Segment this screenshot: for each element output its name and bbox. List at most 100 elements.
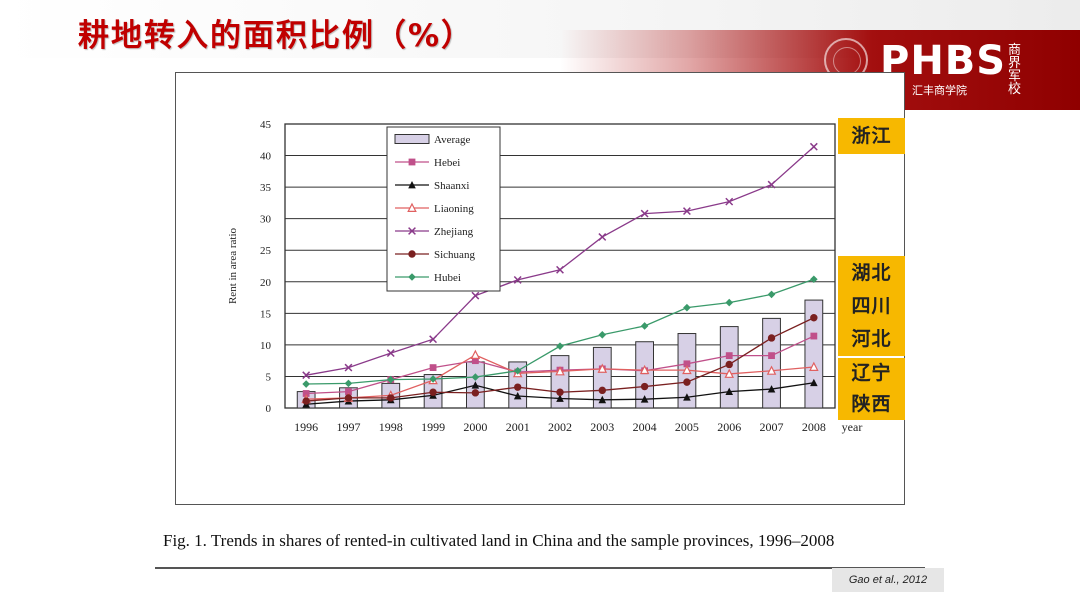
point-hebei — [429, 364, 437, 372]
province-label-sichuan: 四川 — [838, 290, 905, 323]
point-hubei — [810, 275, 818, 284]
x-tick-label: 1996 — [294, 420, 318, 434]
x-tick-label: 2005 — [675, 420, 699, 434]
y-tick-label: 20 — [260, 277, 272, 289]
point-hubei — [513, 366, 522, 375]
point-hubei — [471, 373, 480, 381]
point-zhejiang — [471, 291, 480, 300]
legend-label-shaanxi: Shaanxi — [434, 180, 469, 192]
y-tick-label: 5 — [266, 371, 272, 383]
bar-average — [762, 317, 781, 409]
point-hubei — [429, 375, 437, 383]
point-hubei — [386, 375, 395, 384]
legend-label-sichuang: Sichuang — [434, 249, 475, 261]
point-liaoning — [555, 366, 565, 376]
legend-label-hebei: Hebei — [434, 157, 460, 169]
bar-average — [804, 299, 824, 409]
point-hebei — [725, 352, 733, 360]
point-hebei — [345, 388, 352, 395]
y-tick-label: 10 — [260, 340, 272, 352]
point-sichuang — [683, 378, 691, 386]
citation: Gao et al., 2012 — [832, 568, 944, 592]
point-shaanxi — [471, 381, 480, 389]
point-sichuang — [429, 388, 437, 396]
point-hubei — [683, 303, 691, 312]
legend-marker-zhejiang — [408, 227, 416, 235]
point-sichuang — [471, 389, 480, 397]
legend-marker-hebei — [408, 158, 416, 166]
point-hebei — [810, 332, 818, 340]
point-hebei — [768, 352, 775, 360]
point-zhejiang — [767, 180, 776, 189]
point-hubei — [640, 322, 649, 330]
y-tick-label: 25 — [260, 245, 272, 257]
point-sichuang — [556, 388, 564, 396]
point-hebei — [302, 390, 310, 397]
x-tick-label: 2003 — [590, 420, 614, 434]
x-tick-label: 2000 — [463, 420, 487, 434]
point-shaanxi — [513, 392, 522, 400]
x-tick-label: 1998 — [379, 420, 403, 434]
point-zhejiang — [598, 233, 607, 241]
y-tick-label: 45 — [260, 119, 272, 131]
point-liaoning — [766, 365, 777, 375]
y-tick-label: 0 — [266, 403, 272, 415]
point-zhejiang — [556, 265, 564, 274]
point-sichuang — [640, 382, 649, 391]
point-liaoning — [597, 363, 608, 373]
point-zhejiang — [344, 363, 353, 372]
x-tick-label: 2006 — [717, 420, 741, 434]
bottom-rule — [155, 567, 925, 569]
point-sichuang — [302, 397, 310, 405]
legend-marker-sichuang — [408, 250, 416, 258]
province-label-hubei: 湖北 — [838, 256, 905, 290]
y-tick-label: 40 — [260, 151, 272, 163]
logo-calligraphy: 商界军校 — [1008, 43, 1022, 97]
logo-subtitle: 汇丰商学院 — [912, 84, 967, 97]
x-tick-label: 1997 — [336, 420, 360, 434]
point-shaanxi — [725, 387, 734, 395]
y-tick-label: 30 — [260, 214, 272, 226]
point-zhejiang — [725, 197, 734, 206]
province-label-zhejiang: 浙江 — [838, 118, 905, 154]
slide-title: 耕地转入的面积比例（%） — [78, 18, 475, 54]
point-hubei — [767, 290, 776, 299]
point-shaanxi — [640, 395, 649, 403]
point-sichuang — [725, 360, 733, 369]
point-liaoning — [809, 361, 819, 371]
point-shaanxi — [810, 378, 818, 387]
point-shaanxi — [556, 394, 564, 402]
point-liaoning — [470, 349, 481, 359]
y-tick-label: 15 — [260, 308, 272, 320]
legend-label-liaoning: Liaoning — [434, 203, 474, 215]
x-tick-label: 2008 — [802, 420, 826, 434]
point-hubei — [344, 379, 353, 388]
figure-caption: Fig. 1. Trends in shares of rented-in cu… — [163, 531, 835, 550]
y-tick-label: 35 — [260, 182, 272, 194]
point-hubei — [302, 380, 310, 388]
province-label-hebei: 河北 — [838, 323, 905, 356]
x-tick-label: 2007 — [760, 420, 784, 434]
point-hubei — [725, 298, 734, 307]
legend-swatch-average — [394, 134, 430, 144]
x-tick-label: 1999 — [421, 420, 445, 434]
bar-average — [592, 346, 612, 409]
point-zhejiang — [302, 371, 311, 380]
point-zhejiang — [429, 335, 438, 344]
point-liaoning — [639, 364, 650, 375]
x-tick-label: 2004 — [633, 420, 657, 434]
point-hubei — [598, 330, 607, 339]
point-hebei — [471, 357, 479, 365]
point-zhejiang — [682, 207, 691, 216]
point-sichuang — [810, 314, 818, 322]
point-zhejiang — [809, 142, 818, 151]
point-sichuang — [387, 394, 395, 402]
point-zhejiang — [513, 275, 522, 284]
x-tick-label: 2001 — [506, 420, 530, 434]
legend-marker-shaanxi — [408, 181, 416, 189]
legend-marker-liaoning — [407, 202, 417, 212]
province-label-liaoning: 辽宁 — [838, 358, 905, 389]
point-shaanxi — [598, 395, 607, 404]
point-shaanxi — [767, 385, 776, 393]
